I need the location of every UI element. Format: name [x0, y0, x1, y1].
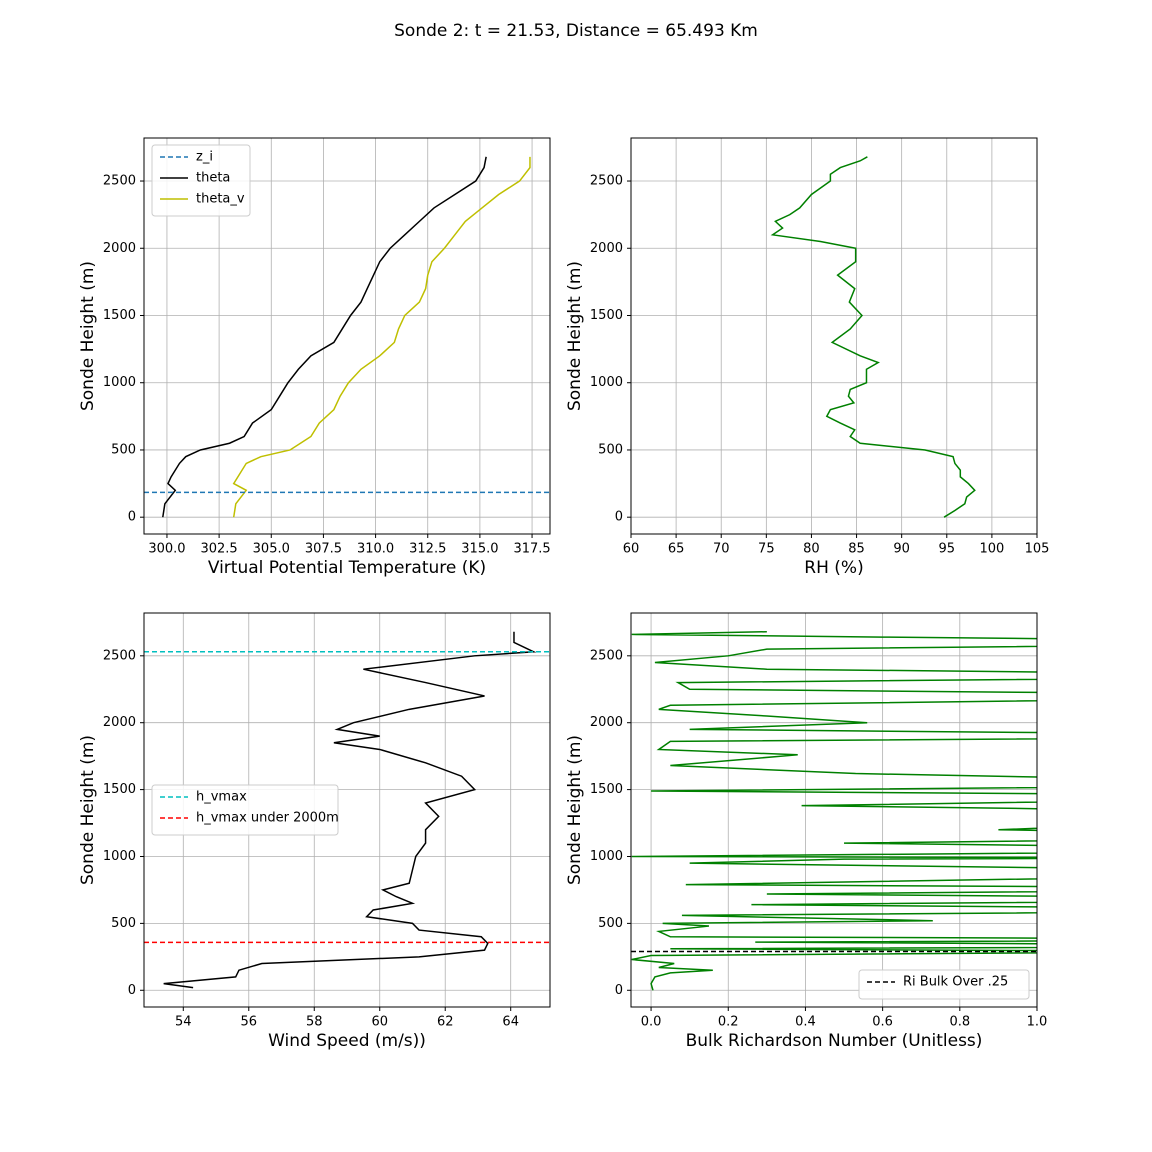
axes: 300.0 302.5 305.0 307.5 310.0 312.5 315.0 317.5… [78, 137, 551, 578]
legend: h_vmax h_vmax under 2000m [151, 784, 339, 836]
figure-title: Sonde 2: t = 21.53, Distance = 65.493 Km [394, 21, 758, 41]
axes-frame [630, 137, 1038, 535]
x-tick-label: 60 [623, 542, 640, 557]
x-axis-label: Bulk Richardson Number (Unitless) [686, 1031, 983, 1051]
y-tick-label: 2500 [590, 648, 623, 663]
y-tick-label: 1500 [590, 308, 623, 323]
axes-frame [143, 612, 551, 1008]
x-tick-label: 315.0 [461, 542, 498, 557]
x-tick-label: 302.5 [200, 542, 237, 557]
y-tick-label: 500 [111, 442, 136, 457]
x-tick-label: 64 [502, 1015, 519, 1030]
axes: 60 65 70 75 80 85 90 95 100 105 0 500 1000 1500 2000 25… [565, 137, 1050, 578]
x-tick-label: 312.5 [409, 542, 446, 557]
y-tick-label: 1500 [103, 782, 136, 797]
legend-box [858, 969, 1030, 1000]
y-tick-label: 500 [598, 916, 623, 931]
y-tick-label: 2500 [103, 174, 136, 189]
y-tick-label: 2000 [103, 715, 136, 730]
y-axis-label: Sonde Height (m) [565, 735, 585, 885]
y-tick-label: 2500 [103, 648, 136, 663]
legend-box [151, 784, 339, 836]
axes-frame [143, 137, 551, 535]
x-axis-label: Wind Speed (m/s)) [268, 1031, 426, 1051]
x-tick-label: 105 [1025, 542, 1050, 557]
x-tick-label: 65 [668, 542, 685, 557]
legend-label: theta_v [196, 192, 245, 207]
x-tick-label: 0.8 [949, 1015, 970, 1030]
x-tick-label: 307.5 [305, 542, 342, 557]
x-tick-label: 60 [371, 1015, 388, 1030]
y-tick-label: 1000 [103, 849, 136, 864]
y-tick-label: 500 [111, 916, 136, 931]
plot-area [144, 631, 550, 989]
data-line [162, 156, 487, 518]
x-tick-label: 0.4 [795, 1015, 816, 1030]
plot-area [144, 156, 550, 518]
x-tick-label: 85 [848, 542, 865, 557]
legend-label: h_vmax under 2000m [196, 811, 339, 826]
x-tick-label: 310.0 [357, 542, 394, 557]
y-axis-label: Sonde Height (m) [565, 261, 585, 411]
legend-label: z_i [196, 150, 213, 165]
y-axis-label: Sonde Height (m) [78, 735, 98, 885]
x-tick-label: 300.0 [148, 542, 185, 557]
y-tick-label: 0 [615, 983, 623, 998]
legend-label: theta [196, 171, 230, 186]
x-tick-label: 75 [758, 542, 775, 557]
y-tick-label: 0 [615, 510, 623, 525]
y-tick-label: 500 [598, 442, 623, 457]
data-line [770, 156, 976, 518]
legend: Ri Bulk Over .25 [858, 969, 1030, 1000]
x-axis-label: Virtual Potential Temperature (K) [208, 558, 486, 578]
x-tick-label: 54 [175, 1015, 192, 1030]
x-tick-label: 62 [437, 1015, 454, 1030]
y-axis-label: Sonde Height (m) [78, 261, 98, 411]
legend-label: h_vmax [196, 790, 247, 805]
y-tick-label: 0 [128, 983, 136, 998]
x-tick-label: 0.2 [718, 1015, 739, 1030]
data-line [232, 156, 531, 518]
legend-label: Ri Bulk Over .25 [903, 975, 1008, 990]
y-tick-label: 1500 [103, 308, 136, 323]
y-tick-label: 0 [128, 510, 136, 525]
plot-area [631, 630, 1037, 991]
x-axis-label: RH (%) [804, 558, 863, 578]
y-tick-label: 1000 [103, 375, 136, 390]
plot-area [770, 156, 976, 518]
x-tick-label: 1.0 [1027, 1015, 1048, 1030]
data-line [163, 631, 537, 989]
axes: 54 56 58 60 62 64 0 500 1000 1500 2000 2500 Wind Spe… [78, 612, 551, 1051]
y-tick-label: 1000 [590, 375, 623, 390]
x-tick-label: 100 [979, 542, 1004, 557]
y-tick-label: 1500 [590, 782, 623, 797]
x-tick-label: 56 [241, 1015, 258, 1030]
x-tick-label: 0.0 [641, 1015, 662, 1030]
data-line [631, 630, 1037, 991]
x-tick-label: 90 [893, 542, 910, 557]
y-tick-label: 2000 [590, 241, 623, 256]
y-tick-label: 2000 [590, 715, 623, 730]
x-tick-label: 95 [939, 542, 956, 557]
y-tick-label: 2000 [103, 241, 136, 256]
y-tick-label: 1000 [590, 849, 623, 864]
y-tick-label: 2500 [590, 174, 623, 189]
x-tick-label: 305.0 [253, 542, 290, 557]
x-tick-label: 58 [306, 1015, 323, 1030]
x-tick-label: 317.5 [513, 542, 550, 557]
axes-frame [630, 612, 1038, 1008]
x-tick-label: 80 [803, 542, 820, 557]
axes: 0.0 0.2 0.4 0.6 0.8 1.0 0 500 1000 1500 2000 2500 Bu… [565, 612, 1048, 1051]
x-tick-label: 0.6 [872, 1015, 893, 1030]
x-tick-label: 70 [713, 542, 730, 557]
